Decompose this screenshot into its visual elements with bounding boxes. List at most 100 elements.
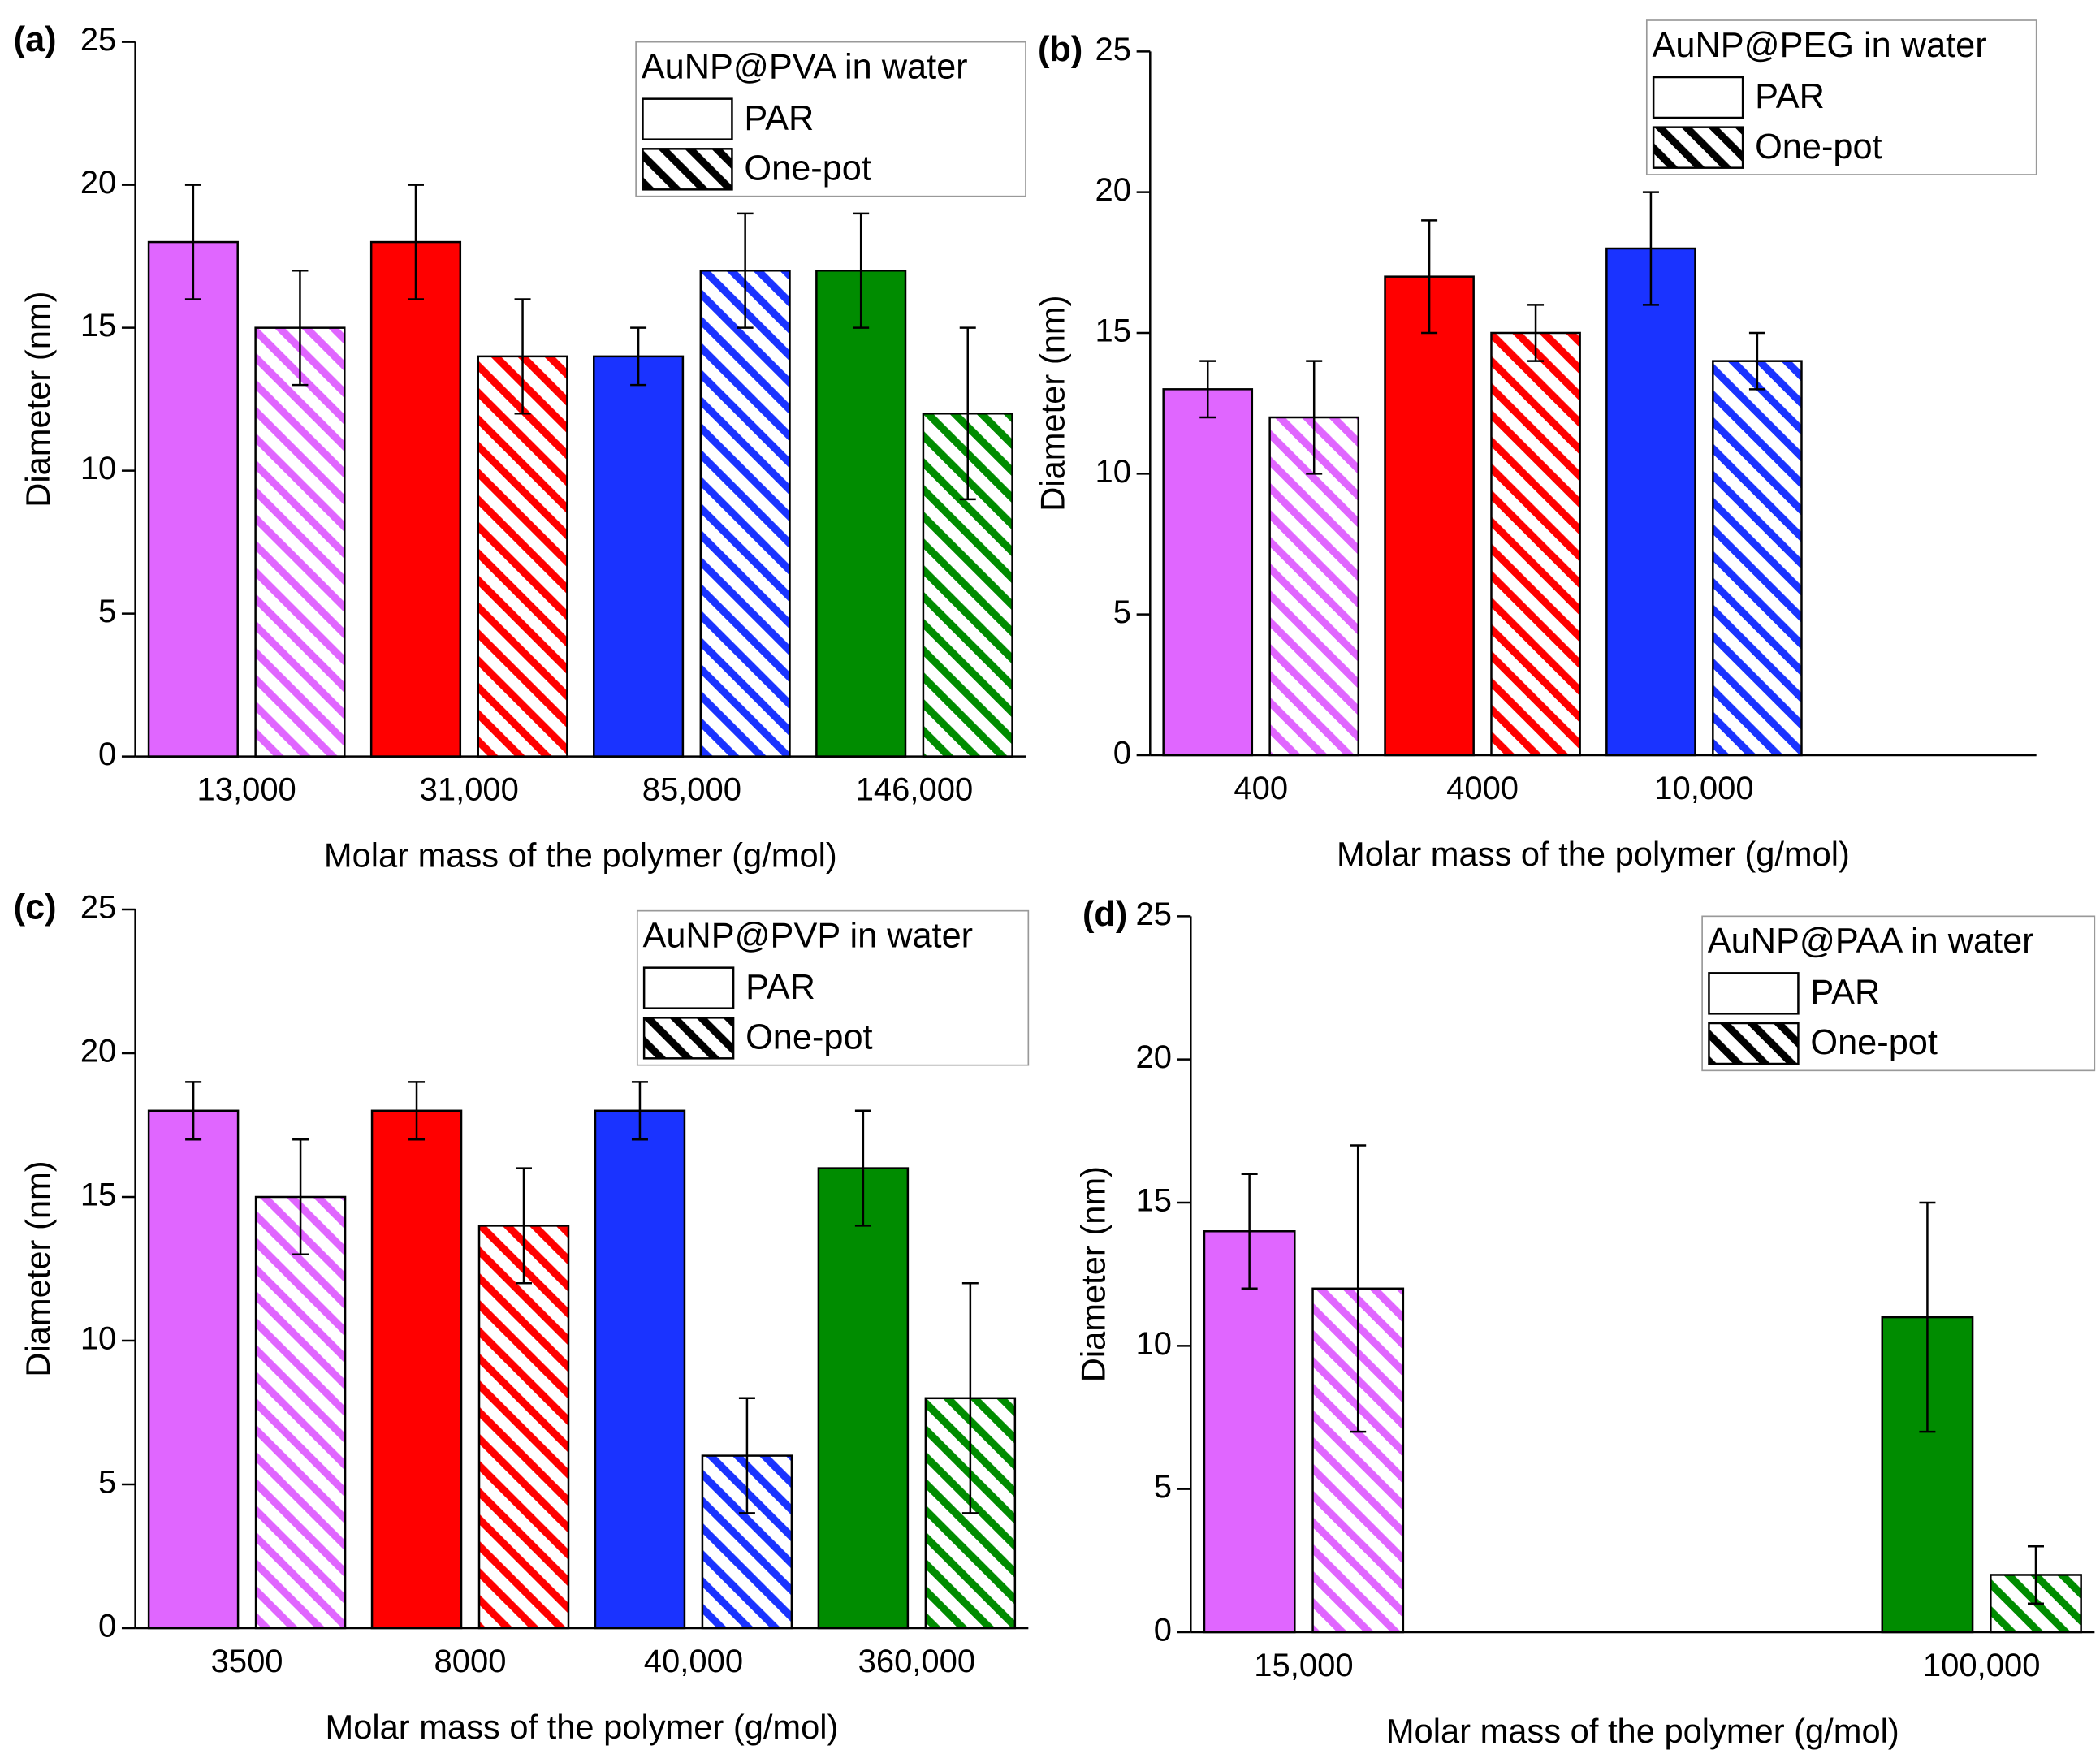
legend-swatch (642, 97, 733, 140)
bar (254, 1195, 347, 1630)
legend-label: PAR (744, 99, 814, 138)
y-tick-label: 20 (1135, 1039, 1171, 1075)
x-tick-label: 360,000 (858, 1644, 976, 1679)
y-tick-label: 0 (1154, 1613, 1172, 1648)
bar (254, 326, 346, 758)
y-tick-label: 5 (1154, 1469, 1172, 1505)
legend-swatch (642, 1017, 735, 1060)
x-axis-label: Molar mass of the polymer (g/mol) (326, 1708, 839, 1746)
error-bar (184, 184, 201, 300)
panel-label: (b) (1038, 30, 1082, 69)
error-bar (2027, 1544, 2044, 1605)
panel-label: (c) (14, 888, 57, 927)
y-tick-label: 15 (1095, 313, 1130, 349)
y-axis-label: Diameter (nm) (19, 1160, 57, 1376)
y-tick-label: 20 (80, 1034, 116, 1069)
y-axis-label: Diameter (nm) (19, 292, 57, 508)
y-tick-label: 5 (98, 1465, 116, 1501)
error-bar (1306, 360, 1323, 475)
y-tick-label: 0 (98, 1609, 116, 1644)
y-tick-label: 15 (1135, 1183, 1171, 1219)
y-tick-label: 0 (98, 737, 116, 772)
y-tick-label: 25 (1135, 896, 1171, 932)
error-bar (1199, 360, 1216, 419)
x-tick-label: 31,000 (420, 772, 519, 808)
legend-label: PAR (1810, 973, 1880, 1012)
x-axis-label: Molar mass of the polymer (g/mol) (1337, 835, 1850, 873)
y-tick-label: 25 (80, 22, 116, 58)
x-tick-label: 40,000 (644, 1644, 743, 1679)
error-bar (737, 212, 754, 329)
error-bar (854, 1109, 871, 1227)
bar (477, 355, 568, 758)
legend-label: PAR (745, 968, 815, 1007)
error-bar (514, 298, 531, 415)
y-tick-label: 5 (98, 594, 116, 629)
legend-label: One-pot (1755, 127, 1882, 166)
error-bar (185, 1081, 202, 1141)
bar (594, 1109, 686, 1630)
error-bar (961, 1281, 979, 1514)
error-bar (630, 326, 647, 387)
y-tick-label: 15 (80, 1177, 116, 1213)
error-bar (292, 1138, 309, 1256)
error-bar (1642, 191, 1659, 306)
legend-label: PAR (1755, 77, 1825, 116)
bar (1162, 388, 1254, 757)
error-bar (738, 1397, 755, 1514)
bar (1384, 275, 1475, 757)
bar (1712, 360, 1803, 757)
x-tick-label: 10,000 (1654, 771, 1753, 806)
y-tick-label: 20 (1095, 172, 1130, 208)
legend-title: AuNP@PVA in water (642, 47, 968, 86)
y-tick-label: 5 (1113, 594, 1131, 630)
x-tick-label: 4000 (1446, 771, 1519, 806)
x-tick-label: 400 (1234, 771, 1288, 806)
bar (593, 355, 685, 758)
legend-label: One-pot (745, 1017, 872, 1056)
bar (817, 1167, 910, 1630)
y-tick-label: 0 (1113, 736, 1131, 771)
x-axis-label: Molar mass of the polymer (g/mol) (324, 836, 837, 875)
error-bar (408, 1081, 426, 1141)
legend-title: AuNP@PEG in water (1652, 26, 1986, 65)
y-tick-label: 10 (80, 1321, 116, 1357)
legend-label: One-pot (744, 149, 871, 188)
bar (369, 240, 462, 758)
legend-title: AuNP@PVP in water (642, 916, 973, 955)
error-bar (292, 270, 309, 387)
error-bar (853, 212, 870, 329)
error-bar (516, 1167, 532, 1285)
x-tick-label: 100,000 (1923, 1648, 2041, 1683)
bar (1490, 331, 1581, 757)
bar (699, 270, 791, 758)
x-tick-label: 13,000 (197, 772, 296, 808)
y-axis-label: Diameter (nm) (1034, 296, 1072, 512)
legend-swatch (642, 966, 735, 1009)
error-bar (407, 184, 424, 300)
error-bar (631, 1081, 648, 1141)
error-bar (1350, 1144, 1367, 1433)
error-bar (959, 326, 976, 501)
panel-label: (d) (1082, 895, 1127, 934)
bar (370, 1109, 463, 1630)
x-tick-label: 8000 (434, 1644, 507, 1679)
error-bar (1241, 1173, 1258, 1290)
error-bar (1527, 304, 1545, 362)
y-tick-label: 10 (1135, 1326, 1171, 1362)
x-tick-label: 146,000 (856, 772, 974, 808)
bar (477, 1225, 570, 1630)
bar (1605, 247, 1696, 757)
y-tick-label: 25 (1095, 32, 1130, 67)
x-axis-label: Molar mass of the polymer (g/mol) (1386, 1712, 1899, 1750)
bar (147, 240, 239, 758)
legend-swatch (1652, 126, 1744, 169)
panel-label: (a) (14, 20, 57, 59)
legend-title: AuNP@PAA in water (1708, 922, 2034, 961)
y-tick-label: 25 (80, 890, 116, 926)
y-tick-label: 15 (80, 308, 116, 343)
bar (147, 1109, 240, 1630)
legend-swatch (1708, 1022, 1800, 1065)
